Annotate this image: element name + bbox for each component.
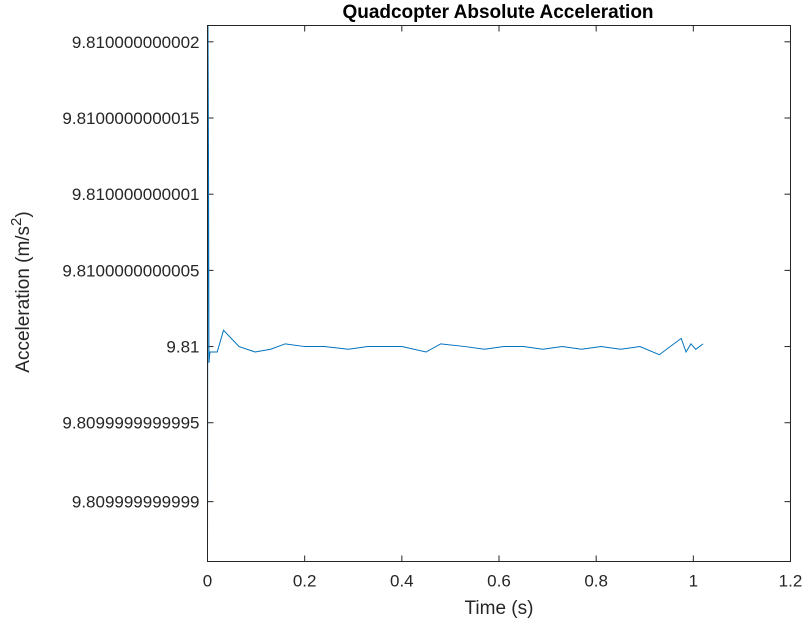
x-tick-label: 0.2: [293, 572, 317, 591]
chart-title: Quadcopter Absolute Acceleration: [342, 2, 653, 23]
x-axis-ticks: 0 0.2 0.4 0.6 0.8 1 1.2: [203, 25, 803, 591]
y-tick-label: 9.8100000000015: [62, 109, 199, 128]
y-axis-label: Acceleration (m/s2): [8, 211, 34, 372]
x-tick-label: 0: [203, 572, 212, 591]
y-tick-label: 9.81: [166, 338, 199, 357]
x-tick-label: 1.2: [779, 572, 803, 591]
y-tick-label: 9.810000000002: [72, 33, 200, 52]
y-tick-label: 9.810000000001: [72, 185, 200, 204]
y-tick-label: 9.809999999999: [72, 493, 200, 512]
plot-area-box: [207, 25, 791, 562]
x-axis-label: Time (s): [465, 598, 534, 619]
y-tick-label: 9.8100000000005: [62, 261, 199, 280]
y-axis-ticks: 9.809999999999 9.8099999999995 9.81 9.81000…: [62, 33, 791, 512]
plot-series: [207, 25, 704, 562]
y-axis-label-suffix: ): [13, 211, 34, 217]
x-tick-label: 0.8: [584, 572, 608, 591]
acceleration-series-line: [207, 25, 704, 562]
x-tick-label: 0.6: [487, 572, 511, 591]
x-tick-label: 1: [689, 572, 698, 591]
x-tick-label: 0.4: [390, 572, 414, 591]
y-axis-label-text: Acceleration (m/s: [13, 226, 34, 373]
y-tick-label: 9.8099999999995: [62, 414, 199, 433]
y-axis-label-superscript: 2: [8, 218, 25, 226]
